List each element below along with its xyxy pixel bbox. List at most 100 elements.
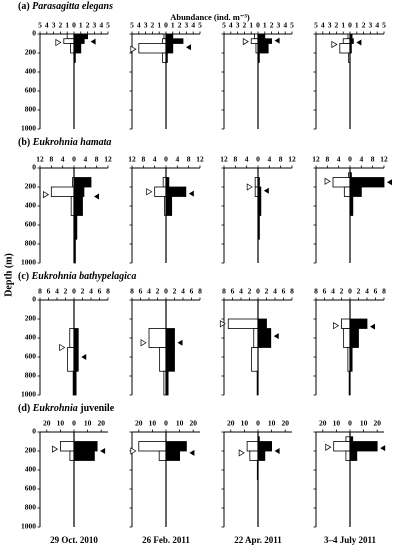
y-tick-label: 800 xyxy=(25,371,37,380)
day-bar xyxy=(158,450,167,461)
x-tick-label: 4 xyxy=(181,287,185,296)
x-tick-label: 6 xyxy=(231,287,235,296)
x-tick-label: 3 xyxy=(369,21,373,30)
night-bar xyxy=(349,450,358,461)
x-tick-label: 10 xyxy=(57,419,65,428)
row-taxon: Eukrohnia bathypelagica xyxy=(31,271,137,282)
day-mean-marker xyxy=(331,40,338,49)
x-tick-label: 8 xyxy=(222,287,226,296)
day-mean-marker xyxy=(130,447,137,455)
night-mean-marker xyxy=(100,448,106,454)
night-bar xyxy=(257,43,269,54)
night-bar xyxy=(73,441,98,452)
night-mean-marker xyxy=(274,448,280,454)
night-bar xyxy=(349,441,378,452)
y-tick-label: 0 xyxy=(32,427,36,436)
night-bar xyxy=(73,328,79,348)
night-mean-marker xyxy=(81,354,87,360)
night-bar xyxy=(165,441,187,452)
x-tick-label: 20 xyxy=(43,419,51,428)
row-taxon: Parasagitta elegans xyxy=(32,1,113,12)
night-bar xyxy=(165,450,180,461)
y-tick-label: 0 xyxy=(32,163,36,172)
x-tick-label: 4 xyxy=(321,21,325,30)
x-tick-label: 4 xyxy=(375,21,379,30)
night-bar xyxy=(257,318,267,329)
x-tick-label: 5 xyxy=(106,21,110,30)
x-tick-label: 4 xyxy=(55,287,59,296)
y-tick-label: 1000 xyxy=(21,258,36,267)
x-tick-label: 2 xyxy=(243,21,247,30)
day-mean-marker xyxy=(55,38,62,47)
x-tick-label: 0 xyxy=(164,155,168,164)
night-bar xyxy=(257,38,273,44)
night-mean-marker xyxy=(274,37,280,44)
x-tick-label: 2 xyxy=(64,287,68,296)
night-bar xyxy=(165,186,187,197)
row-label: (c) xyxy=(18,271,29,282)
date-label: 3–4 July 2011 xyxy=(324,535,377,545)
x-tick-label: 2 xyxy=(178,21,182,30)
x-tick-label: 20 xyxy=(97,419,105,428)
x-tick-label: 8 xyxy=(325,155,329,164)
x-tick-label: 3 xyxy=(144,21,148,30)
day-bar xyxy=(63,38,75,44)
night-bar xyxy=(73,186,85,197)
x-tick-label: 4 xyxy=(267,155,271,164)
x-tick-label: 2 xyxy=(59,21,63,30)
night-bar xyxy=(165,196,173,216)
x-tick-label: 1 xyxy=(171,21,175,30)
x-tick-label: 0 xyxy=(164,287,168,296)
y-tick-label: 600 xyxy=(25,484,37,493)
x-tick-label: 5 xyxy=(290,21,294,30)
day-bar xyxy=(50,186,75,197)
day-bar xyxy=(67,347,75,372)
x-tick-label: 0 xyxy=(72,419,76,428)
day-bar xyxy=(60,441,75,452)
day-mean-marker xyxy=(140,339,147,347)
night-mean-marker xyxy=(186,44,191,51)
row-label: (d) xyxy=(18,403,30,414)
night-bar xyxy=(165,43,174,54)
row-taxon: Eukrohnia hamata xyxy=(32,137,112,148)
y-tick-label: 0 xyxy=(32,295,36,304)
x-tick-label: 20 xyxy=(227,419,235,428)
x-tick-label: 2 xyxy=(362,21,366,30)
x-tick-label: 3 xyxy=(185,21,189,30)
date-label: 29 Oct. 2010 xyxy=(50,535,98,545)
x-tick-label: 4 xyxy=(191,21,195,30)
x-tick-label: 4 xyxy=(99,21,103,30)
day-bar xyxy=(343,328,351,348)
x-tick-label: 0 xyxy=(348,287,352,296)
x-tick-label: 8 xyxy=(314,287,318,296)
x-tick-label: 8 xyxy=(187,155,191,164)
night-bar xyxy=(73,196,83,216)
x-tick-label: 4 xyxy=(147,287,151,296)
x-tick-label: 8 xyxy=(38,287,42,296)
x-tick-label: 4 xyxy=(365,287,369,296)
y-tick-label: 400 xyxy=(25,67,37,76)
x-tick-label: 12 xyxy=(220,155,228,164)
night-bar xyxy=(165,33,174,40)
x-tick-label: 8 xyxy=(198,287,202,296)
day-mean-marker xyxy=(52,445,59,453)
night-mean-marker xyxy=(189,449,195,456)
day-mean-marker xyxy=(238,449,245,457)
night-mean-marker xyxy=(356,39,362,46)
x-tick-label: 2 xyxy=(340,287,344,296)
x-tick-label: 4 xyxy=(61,155,65,164)
x-tick-label: 4 xyxy=(273,287,277,296)
day-bar xyxy=(341,318,351,329)
night-bar xyxy=(257,450,266,461)
y-tick-label: 200 xyxy=(25,314,37,323)
x-tick-label: 12 xyxy=(104,155,112,164)
x-tick-label: 0 xyxy=(256,419,260,428)
day-mean-marker xyxy=(333,322,340,330)
x-tick-label: 5 xyxy=(130,21,134,30)
x-tick-label: 2 xyxy=(265,287,269,296)
x-tick-label: 20 xyxy=(135,419,143,428)
x-tick-label: 5 xyxy=(198,21,202,30)
day-mean-marker xyxy=(146,188,153,196)
x-tick-label: 12 xyxy=(288,155,296,164)
day-mean-marker xyxy=(59,343,66,352)
